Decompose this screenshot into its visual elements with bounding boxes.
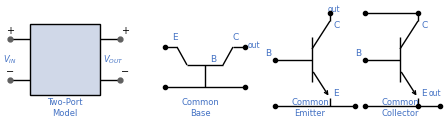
Text: B: B (210, 55, 216, 64)
Text: out: out (429, 90, 442, 99)
Bar (30, 24, 100, 95)
Text: C: C (233, 33, 239, 42)
Text: Common
Base: Common Base (181, 98, 219, 117)
Text: out: out (328, 4, 341, 13)
Text: out: out (248, 40, 261, 49)
Text: Two-Port
Model: Two-Port Model (47, 98, 83, 117)
Text: B: B (265, 49, 271, 58)
Text: −: − (6, 67, 14, 77)
Text: C: C (333, 20, 339, 29)
Text: E: E (172, 33, 178, 42)
Text: Common
Emitter: Common Emitter (291, 98, 329, 117)
Text: $V_{IN}$: $V_{IN}$ (3, 53, 17, 66)
Text: Common
Collector: Common Collector (381, 98, 419, 117)
Text: +: + (6, 26, 14, 36)
Text: −: − (121, 67, 129, 77)
Text: E: E (333, 90, 339, 99)
Text: C: C (421, 20, 427, 29)
Text: $V_{OUT}$: $V_{OUT}$ (103, 53, 123, 66)
Text: +: + (121, 26, 129, 36)
Text: B: B (355, 49, 361, 58)
Text: E: E (421, 90, 427, 99)
